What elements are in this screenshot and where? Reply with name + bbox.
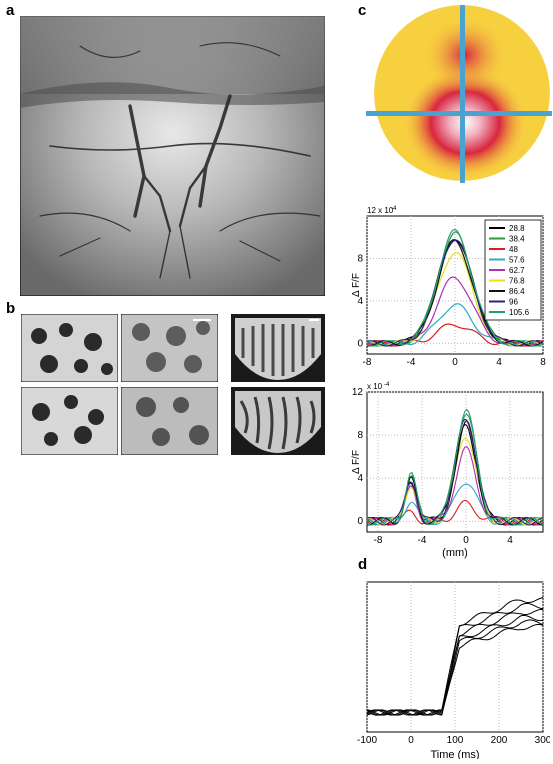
c-bottom-ytick-label-1: 4: [357, 473, 363, 484]
c-top-ylabel: Δ F/F: [351, 273, 362, 297]
c-top-legend-label-5: 76.8: [509, 277, 525, 286]
c-bottom-xtick-label-1: -4: [418, 535, 427, 546]
d-trace-5: [366, 619, 544, 716]
c-bottom-series-line-8: [366, 408, 544, 526]
c-top-series-line-7: [366, 239, 544, 347]
c-top-legend-label-3: 57.6: [509, 256, 525, 265]
c-top-legend-label-4: 62.7: [509, 266, 525, 275]
c-top-legend-label-7: 96: [509, 298, 518, 307]
panel-c-letter: c: [358, 2, 367, 19]
c-bottom-ylabel: Δ F/F: [351, 450, 362, 474]
c-top-legend-label-1: 38.4: [509, 235, 525, 244]
c-bottom-xtick-label-0: -8: [374, 535, 383, 546]
c-top-ytick-label-0: 0: [357, 338, 363, 349]
d-xtick-label-4: 300: [535, 735, 550, 746]
response-map-circle: [366, 5, 552, 183]
c-top-xtick-label-4: 8: [540, 357, 546, 368]
panel-a-letter: a: [6, 2, 15, 19]
c-bottom-y-multiplier-exponent: -4: [384, 382, 390, 388]
ocular-dominance-image-3: [231, 314, 325, 382]
orientation-map-image-3: [231, 387, 325, 455]
c-top-y-multiplier-exponent: -4: [391, 206, 397, 212]
c-bottom-ytick-label-3: 12: [352, 387, 364, 398]
d-trace-0: [366, 623, 544, 716]
c-bottom-ytick-label-0: 0: [357, 516, 363, 527]
c-top-xtick-label-1: -4: [407, 357, 416, 368]
d-xtick-label-2: 100: [447, 735, 464, 746]
c-top-xtick-label-2: 0: [452, 357, 458, 368]
d-xtick-label-3: 200: [491, 735, 508, 746]
c-bottom-xtick-label-3: 4: [507, 535, 513, 546]
c-top-legend-label-8: 105.6: [509, 308, 530, 317]
ocular-dominance-image-2: [121, 314, 218, 382]
c-bottom-series-line-3: [366, 483, 544, 526]
panel-d-letter: d: [358, 556, 368, 573]
c-bottom-series-line-5: [366, 437, 544, 526]
c-top-xtick-label-0: -8: [363, 357, 372, 368]
d-xlabel: Time (ms): [430, 749, 479, 759]
c-top-legend-label-2: 48: [509, 245, 518, 254]
orientation-map-image-2: [121, 387, 218, 455]
c-bottom-series-line-6: [366, 419, 544, 526]
orientation-map-image-1: [21, 387, 118, 455]
c-bottom-ytick-label-2: 8: [357, 430, 363, 441]
c-top-legend-label-0: 28.8: [509, 224, 525, 233]
c-bottom-xtick-label-2: 0: [463, 535, 469, 546]
c-top-xtick-label-3: 4: [496, 357, 502, 368]
d-trace-4: [366, 597, 544, 716]
panel-b-letter: b: [6, 300, 16, 317]
d-xtick-label-0: -100: [357, 735, 377, 746]
c-top-series-line-8: [366, 228, 544, 347]
c-bottom-xlabel: (mm): [442, 547, 468, 559]
c-bottom-y-multiplier: x 10: [367, 382, 383, 391]
ocular-dominance-image-1: [21, 314, 118, 382]
c-top-ytick-label-2: 8: [357, 253, 363, 264]
c-top-ytick-label-1: 4: [357, 296, 363, 307]
c-bottom-series-line-0: [366, 423, 544, 526]
c-top-legend-label-6: 86.4: [509, 287, 525, 296]
cortex-surface-image: [20, 16, 325, 296]
d-xtick-label-1: 0: [408, 735, 414, 746]
c-top-y-multiplier: 12 x 10: [367, 206, 394, 215]
chart-d: -100 0 100 200 300 Time (ms): [357, 581, 550, 759]
